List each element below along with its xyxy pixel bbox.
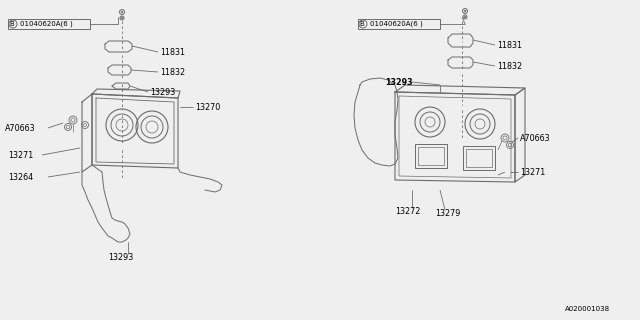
Text: 01040620A(6 ): 01040620A(6 ) xyxy=(20,21,73,27)
Text: 13272: 13272 xyxy=(395,207,420,217)
Text: B: B xyxy=(360,21,364,27)
Bar xyxy=(463,146,495,170)
Text: A020001038: A020001038 xyxy=(565,306,610,312)
Text: A70663: A70663 xyxy=(520,133,550,142)
Bar xyxy=(418,147,444,165)
Text: 13264: 13264 xyxy=(8,172,33,181)
Bar xyxy=(415,144,447,168)
Text: B: B xyxy=(10,21,14,27)
Text: 13293: 13293 xyxy=(150,87,175,97)
Text: 11831: 11831 xyxy=(497,41,522,50)
Text: 11831: 11831 xyxy=(160,47,185,57)
Bar xyxy=(466,149,492,167)
Bar xyxy=(8,19,90,29)
Text: 13271: 13271 xyxy=(8,150,33,159)
Text: 11832: 11832 xyxy=(160,68,185,76)
Text: 01040620A(6 ): 01040620A(6 ) xyxy=(370,21,423,27)
Text: 13271: 13271 xyxy=(520,167,545,177)
Text: 11832: 11832 xyxy=(497,61,522,70)
Text: A70663: A70663 xyxy=(5,124,36,132)
Bar xyxy=(358,19,440,29)
Text: 13270: 13270 xyxy=(195,102,220,111)
Text: 13293: 13293 xyxy=(108,253,133,262)
Text: 13293: 13293 xyxy=(385,77,413,86)
Text: 13279: 13279 xyxy=(435,209,460,218)
